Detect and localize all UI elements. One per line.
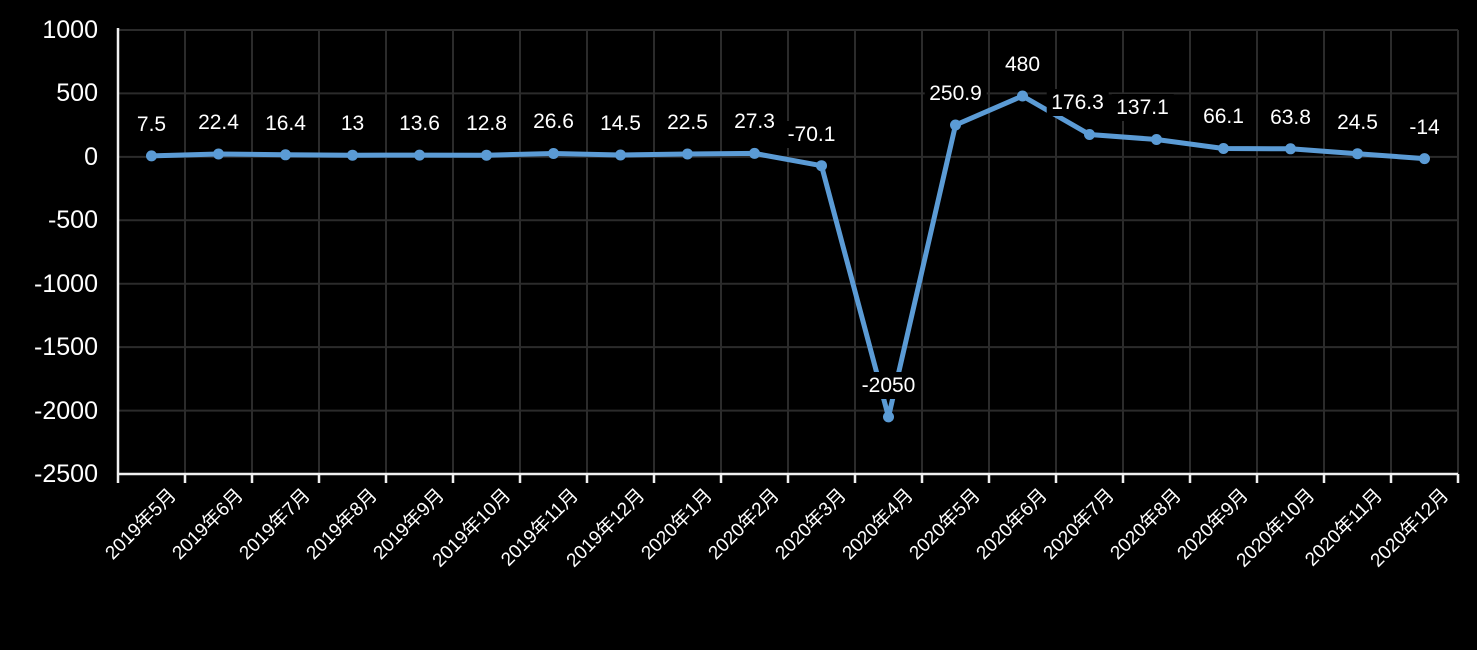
data-point-marker <box>481 149 492 161</box>
data-point-marker <box>1151 134 1162 145</box>
data-point-marker <box>1084 129 1095 140</box>
data-point-marker <box>414 149 425 161</box>
data-point-marker <box>213 148 224 160</box>
data-point-marker <box>548 148 559 159</box>
data-point-marker <box>1419 153 1430 165</box>
data-point-marker <box>1218 143 1229 154</box>
data-point-marker <box>749 147 760 159</box>
data-point-marker <box>146 150 157 162</box>
data-point-marker <box>1285 143 1296 155</box>
data-point-marker <box>280 149 291 161</box>
data-point-marker <box>347 149 358 161</box>
data-point-marker <box>615 149 626 161</box>
axes <box>116 28 1460 483</box>
series-line <box>149 93 1427 420</box>
data-point-marker <box>883 411 894 423</box>
data-point-marker <box>950 119 961 131</box>
data-point-markers <box>146 90 1430 423</box>
data-point-marker <box>1017 90 1028 102</box>
gridlines <box>118 29 1459 474</box>
data-point-marker <box>816 160 827 172</box>
data-point-marker <box>682 148 693 160</box>
data-point-marker <box>1352 148 1363 160</box>
